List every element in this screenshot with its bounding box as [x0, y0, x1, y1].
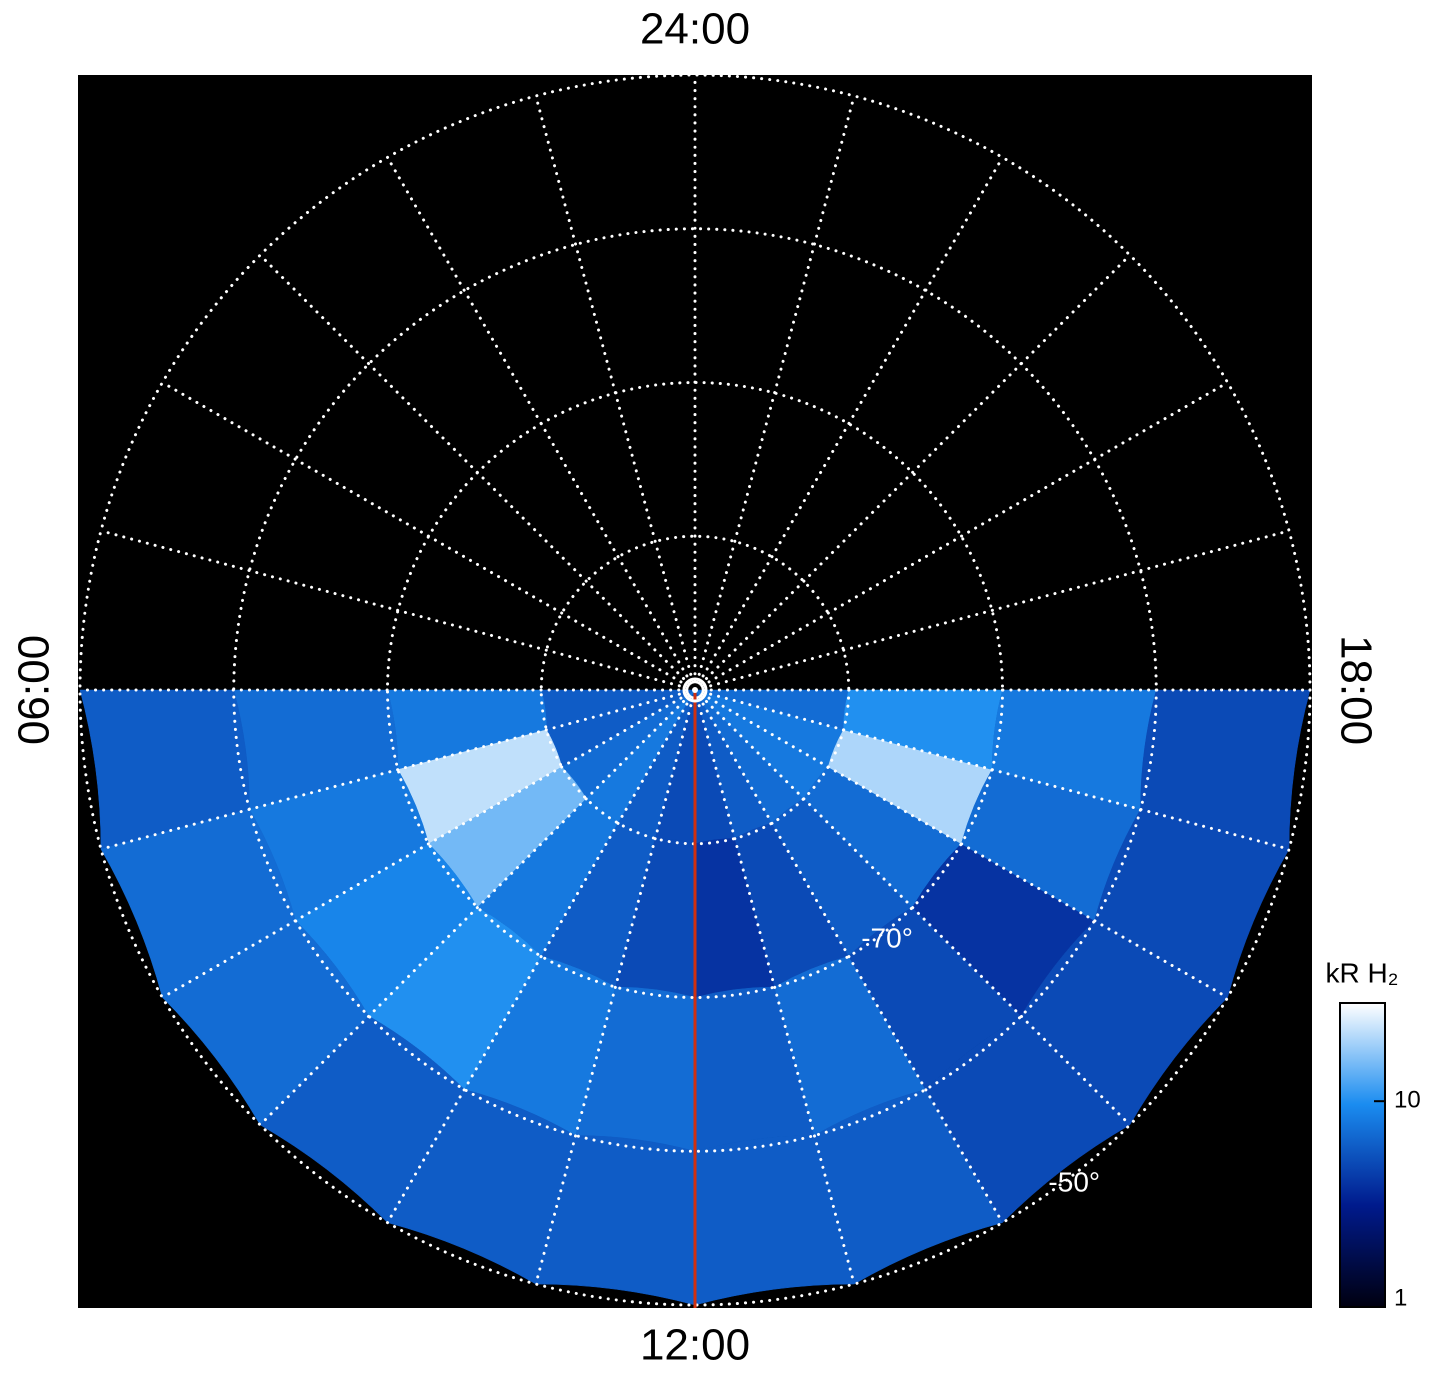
lt-gridline — [693, 688, 856, 1286]
lt-gridline — [534, 688, 697, 1286]
pole-marker — [682, 677, 708, 703]
lt-gridline — [534, 94, 697, 692]
lt-label: 18:00 — [1331, 635, 1380, 745]
lat-ring — [78, 73, 1312, 1307]
lt-label: 24:00 — [640, 5, 750, 54]
lat-label: -70° — [861, 923, 913, 954]
lt-gridline — [99, 529, 697, 692]
colorbar-tick-label: 10 — [1394, 1087, 1421, 1114]
lt-gridline — [693, 253, 1132, 692]
lt-gridline — [693, 155, 1004, 692]
lt-gridline — [693, 381, 1230, 692]
lat-label: -50° — [1048, 1167, 1100, 1198]
emission-cell — [1140, 689, 1311, 850]
lt-gridline — [693, 688, 1004, 1225]
lt-gridline — [693, 688, 1132, 1127]
lt-gridline — [160, 688, 697, 999]
lt-gridline — [693, 688, 1230, 999]
lt-gridline — [693, 529, 1291, 692]
colorbar-tick-label: 1 — [1394, 1284, 1407, 1311]
lt-gridline — [386, 688, 697, 1225]
lt-gridline — [160, 381, 697, 692]
lt-gridline — [258, 688, 697, 1127]
lt-gridline — [99, 688, 697, 851]
lt-gridline — [693, 94, 856, 692]
lt-label: 12:00 — [640, 1321, 750, 1370]
lt-gridline — [693, 688, 1291, 851]
lt-gridline — [386, 155, 697, 692]
pole-dot — [692, 687, 698, 693]
lt-gridline — [258, 253, 697, 692]
colorbar-label: kR H₂ — [1325, 957, 1398, 988]
colorbar — [1339, 1002, 1386, 1308]
lt-label: 06:00 — [10, 635, 59, 745]
